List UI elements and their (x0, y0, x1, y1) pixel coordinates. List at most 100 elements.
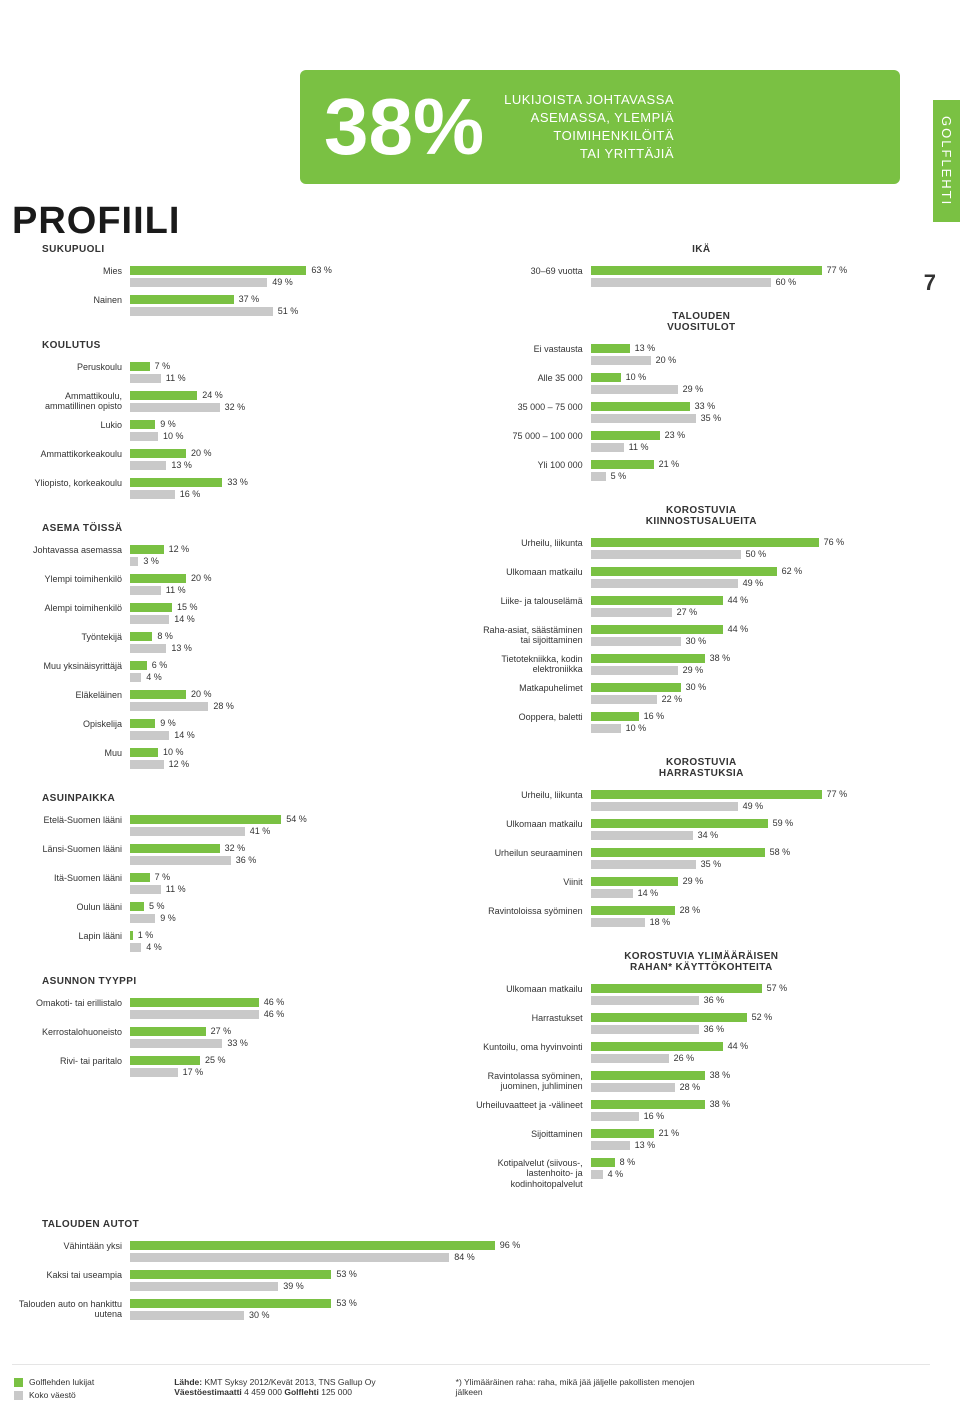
row-label: 75 000 – 100 000 (473, 430, 591, 441)
bar-value-b: 12 % (169, 759, 190, 769)
bar-value-a: 9 % (160, 718, 176, 728)
bar-value-b: 29 % (683, 665, 704, 675)
bar-primary (130, 748, 158, 757)
row-bars: 5 % 9 % (130, 901, 453, 925)
bar-value-b: 33 % (227, 1038, 248, 1048)
bar-secondary (130, 644, 166, 653)
bar-value-b: 51 % (278, 306, 299, 316)
row-bars: 37 % 51 % (130, 294, 453, 318)
side-tab: GOLFLEHTI (933, 100, 960, 222)
page-title: PROFIILI (12, 200, 180, 243)
bar-value-b: 13 % (635, 1140, 656, 1150)
bar-value-a: 10 % (163, 747, 184, 757)
row-label: Työntekijä (12, 631, 130, 642)
bar-value-a: 1 % (138, 930, 154, 940)
row-label: Ei vastausta (473, 343, 591, 354)
row-bars: 20 % 13 % (130, 448, 453, 472)
row-rahan_kaytto-4: Urheiluvaatteet ja -välineet 38 % 16 % (473, 1099, 930, 1123)
row-asema-6: Opiskelija 9 % 14 % (12, 718, 453, 742)
bar-secondary (591, 860, 696, 869)
row-bars: 76 % 50 % (591, 537, 930, 561)
row-label: Viinit (473, 876, 591, 887)
bar-secondary (130, 461, 166, 470)
row-bars: 21 % 5 % (591, 459, 930, 483)
bar-value-b: 3 % (143, 556, 159, 566)
bar-value-a: 8 % (620, 1157, 636, 1167)
bar-value-a: 63 % (311, 265, 332, 275)
bar-value-a: 59 % (773, 818, 794, 828)
row-asema-1: Ylempi toimihenkilö 20 % 11 % (12, 573, 453, 597)
row-bars: 33 % 16 % (130, 477, 453, 501)
row-label: 30–69 vuotta (473, 265, 591, 276)
row-asunnon_tyyppi-0: Omakoti- tai erillistalo 46 % 46 % (12, 997, 453, 1021)
row-sukupuoli-1: Nainen 37 % 51 % (12, 294, 453, 318)
bar-primary (130, 844, 220, 853)
bar-primary (591, 1042, 723, 1051)
bar-secondary (130, 856, 231, 865)
row-rahan_kaytto-5: Sijoittaminen 21 % 13 % (473, 1128, 930, 1152)
bar-primary (591, 538, 819, 547)
bar-primary (130, 661, 147, 670)
bar-primary (130, 603, 172, 612)
legend-label-b: Koko väestö (29, 1390, 76, 1400)
bar-value-a: 62 % (782, 566, 803, 576)
bar-secondary (130, 1311, 244, 1320)
row-koulutus-2: Lukio 9 % 10 % (12, 419, 453, 443)
bar-secondary (591, 278, 771, 287)
row-koulutus-3: Ammattikorkeakoulu 20 % 13 % (12, 448, 453, 472)
bar-value-a: 46 % (264, 997, 285, 1007)
row-bars: 44 % 30 % (591, 624, 930, 648)
bar-primary (130, 574, 186, 583)
row-label: Omakoti- tai erillistalo (12, 997, 130, 1008)
bar-secondary (591, 608, 672, 617)
row-harrastuksia-3: Viinit 29 % 14 % (473, 876, 930, 900)
group-title-rahan_kaytto: KOROSTUVIA YLIMÄÄRÄISENRAHAN* KÄYTTÖKOHT… (473, 951, 930, 973)
row-bars: 15 % 14 % (130, 602, 453, 626)
group-sukupuoli: SUKUPUOLI Mies 63 % 49 % Nainen 37 % (12, 244, 453, 318)
bar-value-b: 49 % (272, 277, 293, 287)
row-harrastuksia-4: Ravintoloissa syöminen 28 % 18 % (473, 905, 930, 929)
bar-value-a: 58 % (770, 847, 791, 857)
row-label: Muu (12, 747, 130, 758)
row-label: Länsi-Suomen lääni (12, 843, 130, 854)
bar-primary (130, 1027, 206, 1036)
row-asuinpaikka-4: Lapin lääni 1 % 4 % (12, 930, 453, 954)
bar-value-a: 38 % (710, 1099, 731, 1109)
row-bars: 58 % 35 % (591, 847, 930, 871)
bar-primary (591, 1013, 747, 1022)
row-label: Opiskelija (12, 718, 130, 729)
group-title-ika: IKÄ (473, 244, 930, 255)
row-bars: 33 % 35 % (591, 401, 930, 425)
group-ika: IKÄ 30–69 vuotta 77 % 60 % (473, 244, 930, 289)
bar-primary (591, 848, 765, 857)
row-rahan_kaytto-6: Kotipalvelut (siivous-, lastenhoito- ja … (473, 1157, 930, 1189)
row-vuositulot-3: 75 000 – 100 000 23 % 11 % (473, 430, 930, 454)
bar-value-a: 96 % (500, 1240, 521, 1250)
row-label: Ulkomaan matkailu (473, 983, 591, 994)
bar-value-b: 28 % (680, 1082, 701, 1092)
row-bars: 38 % 28 % (591, 1070, 930, 1094)
row-asunnon_tyyppi-2: Rivi- tai paritalo 25 % 17 % (12, 1055, 453, 1079)
bar-value-a: 16 % (644, 711, 665, 721)
bar-primary (591, 1129, 654, 1138)
group-title-harrastuksia: KOROSTUVIAHARRASTUKSIA (473, 757, 930, 779)
bar-value-b: 16 % (644, 1111, 665, 1121)
bar-secondary (591, 918, 645, 927)
row-asuinpaikka-1: Länsi-Suomen lääni 32 % 36 % (12, 843, 453, 867)
row-label: Kerrostalohuoneisto (12, 1026, 130, 1037)
row-bars: 16 % 10 % (591, 711, 930, 735)
row-asema-0: Johtavassa asemassa 12 % 3 % (12, 544, 453, 568)
row-asema-5: Eläkeläinen 20 % 28 % (12, 689, 453, 713)
bar-secondary (130, 403, 220, 412)
bar-primary (591, 1071, 705, 1080)
bar-secondary (591, 802, 738, 811)
bar-value-a: 12 % (169, 544, 190, 554)
bar-primary (130, 266, 306, 275)
bar-secondary (591, 724, 621, 733)
bar-secondary (591, 637, 681, 646)
bar-secondary (130, 943, 141, 952)
bar-value-a: 33 % (227, 477, 248, 487)
row-rahan_kaytto-2: Kuntoilu, oma hyvinvointi 44 % 26 % (473, 1041, 930, 1065)
bar-primary (130, 998, 259, 1007)
bar-primary (591, 266, 822, 275)
